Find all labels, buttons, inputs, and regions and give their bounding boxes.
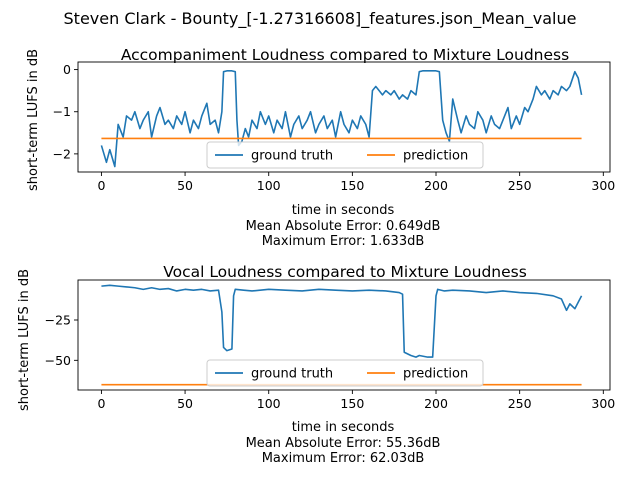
y-axis-label: short-term LUFS in dB (17, 269, 32, 411)
x-tick-label: 150 (340, 396, 364, 411)
y-axis-label: short-term LUFS in dB (26, 49, 41, 191)
x-tick-label: 200 (424, 396, 448, 411)
x-tick-label: 250 (508, 396, 532, 411)
x-tick-label: 300 (591, 396, 615, 411)
x-tick-label: 200 (424, 178, 448, 193)
legend-entry: prediction (403, 367, 468, 382)
x-tick-label: 100 (257, 178, 281, 193)
y-tick-label: −25 (45, 313, 71, 328)
series-line-ground-truth (101, 284, 583, 358)
legend-box (206, 359, 484, 387)
legend-entry: ground truth (251, 149, 333, 164)
x-tick-label: 100 (257, 396, 281, 411)
x-tick-label: 250 (508, 178, 532, 193)
x-tick-label: 300 (591, 178, 615, 193)
mae-annotation: Mean Absolute Error: 0.649dB (246, 219, 441, 234)
x-axis-label: time in seconds (292, 203, 395, 218)
max-error-annotation: Maximum Error: 1.633dB (262, 234, 425, 249)
y-tick-label: −50 (45, 353, 71, 368)
y-tick-label: −2 (53, 146, 71, 161)
y-tick-label: −1 (53, 104, 71, 119)
y-tick-label: 0 (63, 62, 71, 77)
legend-entry: prediction (403, 149, 468, 164)
legend: ground truth prediction (206, 359, 484, 387)
max-error-annotation: Maximum Error: 62.03dB (262, 451, 425, 466)
x-tick-label: 50 (177, 178, 193, 193)
x-tick-label: 0 (97, 178, 105, 193)
x-tick-label: 150 (340, 178, 364, 193)
x-axis-label: time in seconds (292, 420, 395, 435)
x-tick-label: 0 (97, 396, 105, 411)
legend-entry: ground truth (251, 367, 333, 382)
chart-title: Vocal Loudness compared to Mixture Loudn… (163, 263, 527, 281)
accompaniment-chart: Accompaniment Loudness compared to Mixtu… (26, 46, 615, 249)
legend: ground truth prediction (206, 141, 484, 169)
series-line-ground-truth (100, 70, 583, 168)
axes-frame (77, 61, 611, 173)
plot-area: 0 50 100 150 200 250 300 −25 −50 ground truth pred… (45, 279, 615, 411)
vocal-chart: Vocal Loudness compared to Mixture Loudn… (17, 263, 615, 466)
chart-title: Accompaniment Loudness compared to Mixtu… (121, 46, 569, 64)
x-tick-label: 50 (177, 396, 193, 411)
figure-suptitle: Steven Clark - Bounty_[-1.27316608]_feat… (64, 9, 577, 29)
legend-box (206, 141, 484, 169)
axes-frame (77, 279, 611, 391)
mae-annotation: Mean Absolute Error: 55.36dB (246, 436, 441, 451)
plot-area: 0 50 100 150 200 250 300 0 −1 −2 ground truth predi… (53, 61, 615, 193)
